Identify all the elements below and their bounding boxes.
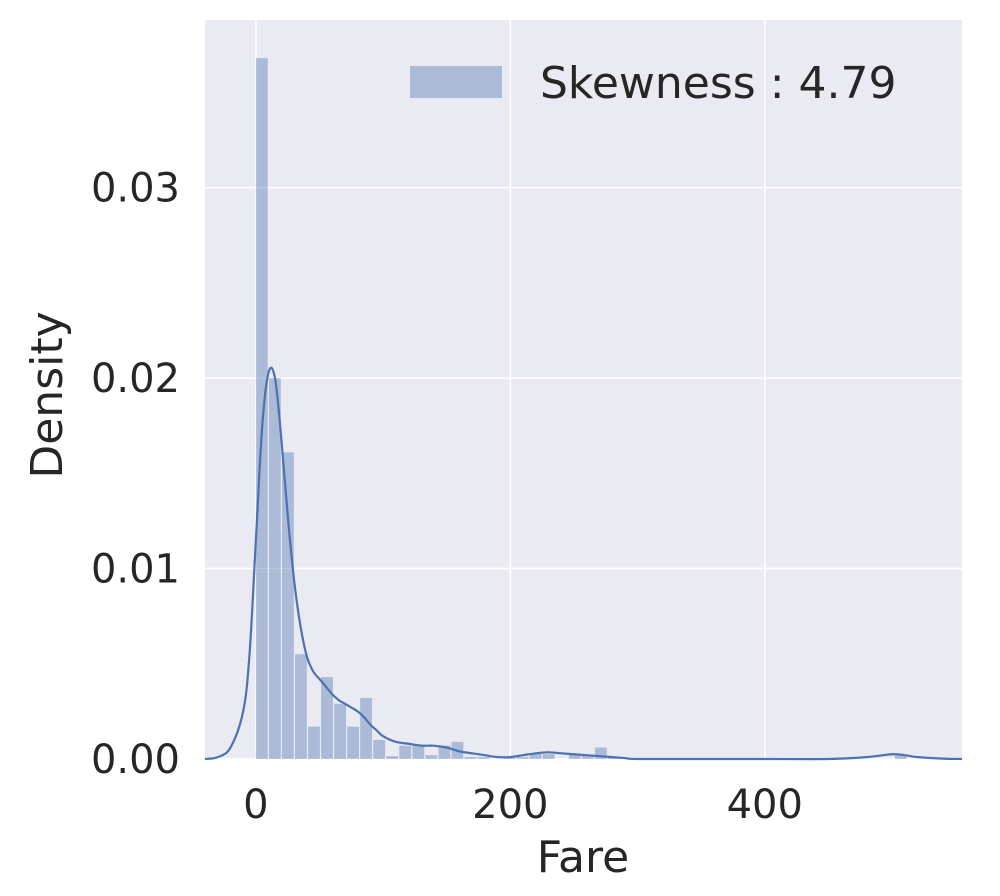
histogram-bar <box>412 745 425 759</box>
histogram-bar <box>477 757 490 759</box>
histogram-bar <box>255 58 268 760</box>
histogram-bar <box>503 758 516 759</box>
plot-background <box>205 20 962 759</box>
histogram-bar <box>542 754 555 759</box>
histogram-bar <box>894 755 907 759</box>
x-tick-label: 200 <box>472 782 548 828</box>
y-tick-label: 0.03 <box>91 166 180 212</box>
y-axis-label: Density <box>22 311 73 478</box>
histogram-bar <box>438 745 451 759</box>
y-tick-label: 0.01 <box>91 547 180 593</box>
histogram-bars <box>255 58 907 760</box>
x-tick-label: 0 <box>243 782 268 828</box>
y-tick-labels: 0.00 0.01 0.02 0.03 <box>91 166 180 783</box>
y-tick-label: 0.00 <box>91 737 180 783</box>
grid-lines <box>205 20 962 760</box>
histogram-bar <box>295 654 307 759</box>
legend-swatch <box>410 66 502 98</box>
histogram-bar <box>308 726 320 759</box>
histogram-bar <box>425 755 438 759</box>
histogram-bar <box>334 703 346 759</box>
histogram-bar <box>321 677 333 759</box>
histogram-bar <box>281 452 294 759</box>
histogram-bar <box>529 753 542 759</box>
histogram-bar <box>360 698 373 759</box>
histogram-bar <box>268 378 281 759</box>
kde-line <box>204 366 963 761</box>
histogram-bar <box>386 756 399 759</box>
y-tick-label: 0.02 <box>91 356 180 402</box>
x-tick-labels: 0 200 400 <box>243 782 803 828</box>
legend-label: Skewness : 4.79 <box>540 58 896 109</box>
histogram-bar <box>516 757 529 759</box>
x-tick-label: 400 <box>727 782 803 828</box>
histogram-bar <box>347 726 360 759</box>
legend: Skewness : 4.79 <box>410 58 896 109</box>
histogram-bar <box>399 745 412 759</box>
histogram-bar <box>581 755 594 759</box>
x-axis-label: Fare <box>537 832 629 883</box>
histogram-bar <box>464 757 477 759</box>
histogram-bar <box>568 754 581 759</box>
histogram-bar <box>373 739 386 759</box>
histogram-bar <box>594 747 607 759</box>
